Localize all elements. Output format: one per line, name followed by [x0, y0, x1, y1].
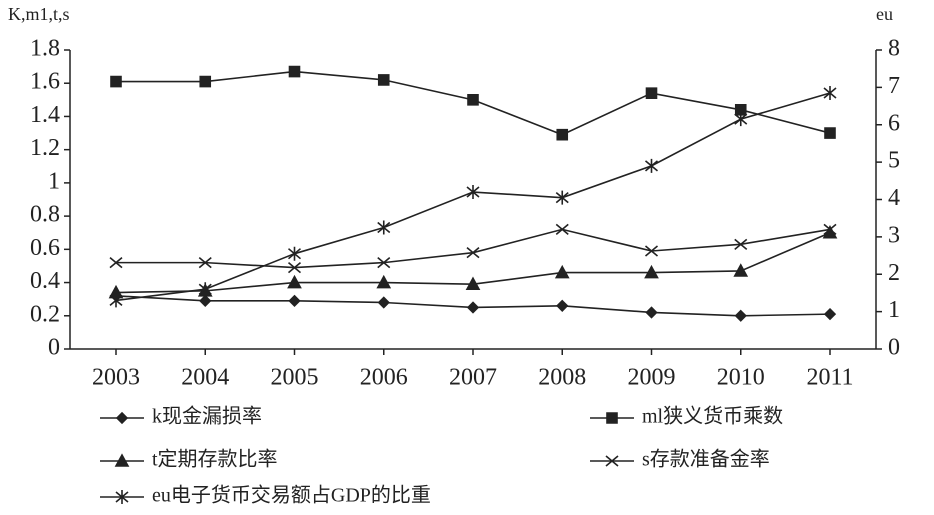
x-tick-label: 2009	[628, 365, 676, 391]
legend-marker	[606, 412, 618, 424]
data-point	[287, 246, 302, 261]
y-tick-label: 0.2	[30, 301, 60, 327]
data-point	[376, 274, 392, 289]
data-point	[199, 294, 212, 307]
data-point	[110, 75, 122, 88]
data-point	[198, 257, 212, 269]
data-point	[556, 299, 569, 312]
x-tick-label: 2007	[449, 365, 497, 391]
legend-label: ml狭义货币乘数	[642, 405, 783, 428]
legend-marker	[114, 453, 130, 467]
y2-axis-label: eu	[876, 4, 893, 24]
y-tick-label: 1.2	[30, 135, 60, 161]
legend-label: t定期存款比率	[152, 448, 278, 471]
data-point	[109, 257, 123, 269]
y-tick-label: 0	[48, 335, 60, 361]
data-point	[465, 276, 481, 291]
x-tick-label: 2004	[181, 365, 229, 391]
data-point	[556, 128, 569, 141]
data-point	[466, 185, 480, 200]
y2-tick-label: 8	[888, 36, 900, 62]
data-point	[734, 309, 747, 322]
y-tick-label: 1	[48, 168, 60, 194]
data-point	[645, 306, 658, 319]
data-point	[466, 301, 480, 314]
data-point	[466, 247, 480, 259]
data-point	[644, 245, 659, 257]
y2-tick-label: 7	[888, 73, 900, 99]
data-point	[555, 223, 569, 236]
y2-tick-label: 6	[888, 110, 900, 136]
legend-marker	[115, 490, 129, 504]
legend-marker	[115, 411, 129, 425]
legend: k现金漏损率 ml狭义货币乘数 t定期存款比率 s存款准备金率 eu电子货币交易额占GD…	[100, 405, 783, 507]
data-point	[377, 74, 390, 86]
data-point	[823, 307, 837, 321]
data-point	[287, 274, 302, 289]
x-tick-label: 2008	[538, 365, 586, 391]
data-point	[377, 220, 391, 235]
data-point	[288, 294, 301, 307]
data-point	[554, 264, 570, 279]
legend-label: eu电子货币交易额占GDP的比重	[152, 484, 431, 507]
data-point	[733, 263, 749, 277]
data-point	[823, 85, 837, 100]
y-tick-label: 1.6	[30, 69, 60, 95]
y-tick-label: 0.8	[30, 202, 60, 228]
data-point	[823, 223, 837, 236]
data-point	[109, 293, 123, 308]
data-point	[645, 87, 658, 99]
x-tick-label: 2005	[271, 365, 319, 391]
data-point	[644, 264, 659, 279]
data-point	[199, 75, 212, 88]
x-tick-label: 2006	[360, 365, 408, 391]
y2-tick-label: 4	[888, 185, 900, 211]
y2-tick-label: 1	[888, 297, 900, 323]
y2-tick-label: 0	[888, 335, 900, 361]
y-tick-label: 1.4	[30, 102, 60, 128]
data-point	[824, 127, 836, 139]
y-tick-label: 1.8	[30, 36, 60, 62]
data-point	[644, 158, 659, 173]
x-tick-label: 2003	[92, 365, 140, 391]
data-point	[467, 94, 479, 106]
data-point	[377, 296, 390, 309]
data-point	[198, 282, 212, 297]
y2-tick-label: 5	[888, 148, 900, 174]
y-tick-label: 0.4	[30, 268, 60, 294]
data-point	[377, 257, 391, 269]
legend-marker	[605, 455, 619, 467]
legend-label: k现金漏损率	[152, 405, 262, 428]
data-point	[287, 261, 302, 274]
y2-tick-label: 3	[888, 222, 900, 248]
y2-tick-label: 2	[888, 260, 900, 286]
x-tick-label: 2010	[717, 365, 765, 391]
y-tick-label: 0.6	[30, 235, 60, 261]
x-tick-label: 2011	[806, 365, 853, 391]
data-point	[734, 112, 748, 127]
y-axis-label: K,m1,t,s	[8, 4, 70, 24]
data-point	[288, 65, 301, 78]
data-point	[555, 190, 569, 205]
legend-label: s存款准备金率	[642, 448, 770, 471]
data-point	[734, 238, 748, 250]
